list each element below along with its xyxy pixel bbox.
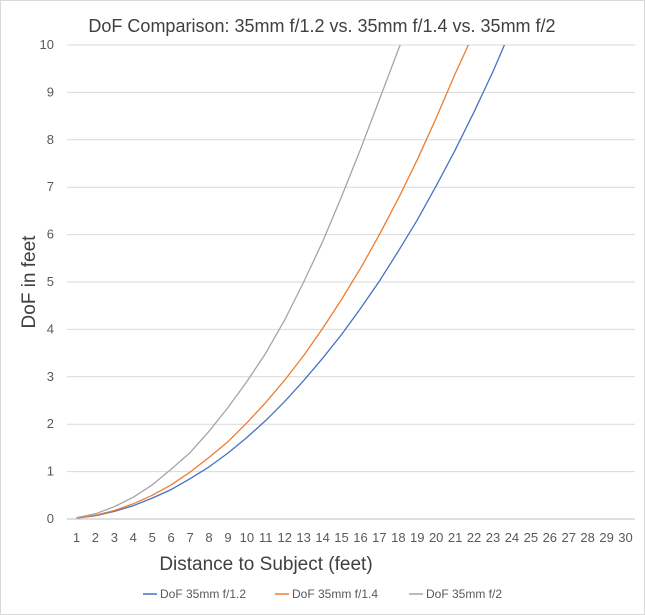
y-tick-label: 1 — [47, 464, 54, 479]
y-tick-label: 10 — [40, 37, 54, 52]
x-tick-label: 19 — [410, 530, 424, 545]
x-tick-label: 30 — [618, 530, 632, 545]
x-tick-label: 8 — [205, 530, 212, 545]
x-tick-label: 28 — [580, 530, 594, 545]
y-tick-label: 2 — [47, 416, 54, 431]
gridlines — [67, 44, 635, 520]
x-tick-label: 4 — [130, 530, 137, 545]
y-tick-label: 8 — [47, 132, 54, 147]
x-tick-label: 9 — [224, 530, 231, 545]
x-tick-label: 14 — [315, 530, 329, 545]
x-tick-label: 18 — [391, 530, 405, 545]
y-axis-title: DoF in feet — [19, 235, 40, 329]
legend-label: DoF 35mm f/1.4 — [292, 587, 378, 601]
y-tick-label: 5 — [47, 274, 54, 289]
x-tick-label: 22 — [467, 530, 481, 545]
x-tick-label: 16 — [353, 530, 367, 545]
y-tick-label: 3 — [47, 369, 54, 384]
x-tick-label: 25 — [524, 530, 538, 545]
legend-label: DoF 35mm f/1.2 — [160, 587, 246, 601]
y-tick-label: 9 — [47, 84, 54, 99]
x-tick-label: 20 — [429, 530, 443, 545]
legend: DoF 35mm f/1.2 DoF 35mm f/1.4 DoF 35mm f/2 — [143, 587, 502, 601]
x-tick-label: 2 — [92, 530, 99, 545]
series-lines — [76, 44, 505, 519]
x-tick-label: 23 — [486, 530, 500, 545]
x-tick-label: 6 — [168, 530, 175, 545]
y-tick-label: 4 — [47, 321, 54, 336]
legend-label: DoF 35mm f/2 — [426, 587, 502, 601]
y-tick-label: 6 — [47, 227, 54, 242]
series-line-2 — [76, 44, 469, 519]
x-tick-label: 12 — [277, 530, 291, 545]
x-tick-label: 11 — [259, 530, 273, 545]
x-tick-label: 15 — [334, 530, 348, 545]
x-tick-label: 21 — [448, 530, 462, 545]
y-tick-label: 0 — [47, 511, 54, 526]
x-tick-label: 3 — [111, 530, 118, 545]
y-tick-label: 7 — [47, 179, 54, 194]
x-tick-label: 26 — [543, 530, 557, 545]
x-tick-label: 10 — [240, 530, 254, 545]
x-tick-label: 27 — [561, 530, 575, 545]
x-tick-label: 24 — [505, 530, 519, 545]
y-axis-ticks: 0 1 2 3 4 5 6 7 8 9 10 — [40, 37, 54, 526]
x-tick-label: 17 — [372, 530, 386, 545]
x-tick-label: 1 — [73, 530, 80, 545]
chart-title: DoF Comparison: 35mm f/1.2 vs. 35mm f/1.… — [88, 16, 555, 36]
x-tick-label: 13 — [296, 530, 310, 545]
x-tick-label: 29 — [599, 530, 613, 545]
x-tick-label: 7 — [186, 530, 193, 545]
series-line-3 — [76, 44, 401, 519]
x-tick-label: 5 — [149, 530, 156, 545]
series-line-1 — [76, 44, 505, 519]
x-axis-title: Distance to Subject (feet) — [159, 554, 372, 575]
x-axis-ticks: 1 2 3 4 5 6 7 8 9 10 11 12 13 14 15 16 17 18 19 20 21 22 23 24 2… — [73, 530, 633, 545]
